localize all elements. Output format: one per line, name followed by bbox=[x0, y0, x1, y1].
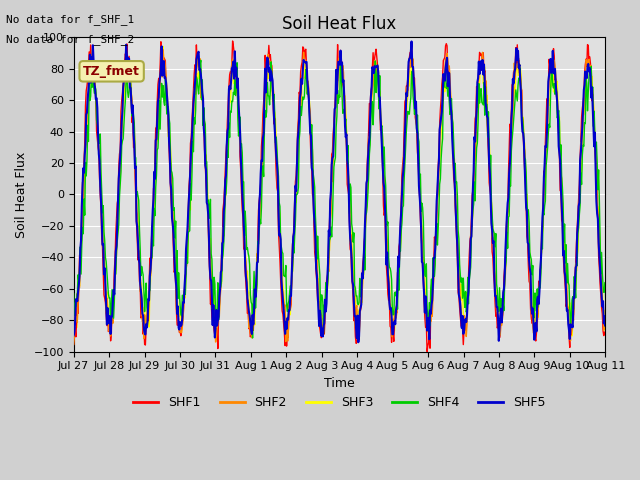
SHF5 bbox=[355, 339, 362, 345]
SHF3 bbox=[449, 108, 456, 114]
SHF4 bbox=[249, 335, 257, 341]
SHF2 bbox=[136, 288, 144, 294]
SHF5 bbox=[241, 237, 248, 243]
Title: Soil Heat Flux: Soil Heat Flux bbox=[282, 15, 397, 33]
SHF3 bbox=[70, 322, 77, 328]
SHF1 bbox=[423, 348, 431, 354]
SHF5 bbox=[70, 333, 77, 338]
SHF5 bbox=[637, 330, 640, 336]
SHF5 bbox=[136, 281, 144, 287]
SHF3 bbox=[241, 252, 249, 257]
SHF5 bbox=[269, 78, 276, 84]
SHF5 bbox=[408, 38, 415, 44]
Text: TZ_fmet: TZ_fmet bbox=[83, 65, 140, 78]
SHF2 bbox=[637, 319, 640, 325]
SHF3 bbox=[568, 333, 576, 339]
X-axis label: Time: Time bbox=[324, 377, 355, 390]
SHF4 bbox=[269, 96, 277, 102]
SHF1 bbox=[70, 341, 77, 347]
SHF1 bbox=[241, 269, 249, 275]
SHF3 bbox=[269, 86, 277, 92]
Line: SHF2: SHF2 bbox=[74, 50, 640, 345]
SHF3 bbox=[159, 44, 167, 49]
SHF2 bbox=[269, 85, 277, 91]
Line: SHF1: SHF1 bbox=[74, 41, 640, 351]
SHF2 bbox=[70, 342, 77, 348]
SHF4 bbox=[291, 232, 299, 238]
Line: SHF4: SHF4 bbox=[74, 52, 640, 338]
SHF4 bbox=[417, 209, 425, 215]
SHF1 bbox=[417, 216, 424, 222]
SHF1 bbox=[637, 333, 640, 339]
SHF1 bbox=[449, 152, 457, 158]
SHF4 bbox=[337, 49, 344, 55]
SHF2 bbox=[159, 47, 167, 53]
SHF1 bbox=[136, 284, 144, 290]
SHF3 bbox=[136, 268, 144, 274]
SHF4 bbox=[637, 297, 640, 303]
SHF5 bbox=[417, 227, 425, 232]
Text: No data for f_SHF_1: No data for f_SHF_1 bbox=[6, 14, 134, 25]
SHF2 bbox=[241, 254, 249, 260]
Y-axis label: Soil Heat Flux: Soil Heat Flux bbox=[15, 151, 28, 238]
SHF4 bbox=[449, 120, 457, 126]
SHF2 bbox=[417, 204, 424, 210]
SHF1 bbox=[291, 196, 299, 202]
SHF1 bbox=[269, 106, 277, 111]
SHF2 bbox=[291, 216, 299, 222]
Legend: SHF1, SHF2, SHF3, SHF4, SHF5: SHF1, SHF2, SHF3, SHF4, SHF5 bbox=[129, 391, 550, 414]
SHF1 bbox=[228, 38, 236, 44]
SHF2 bbox=[449, 128, 456, 133]
SHF5 bbox=[449, 151, 457, 156]
Line: SHF5: SHF5 bbox=[74, 41, 640, 342]
SHF4 bbox=[70, 291, 77, 297]
SHF3 bbox=[417, 198, 424, 204]
SHF4 bbox=[241, 233, 248, 239]
SHF5 bbox=[290, 230, 298, 236]
SHF3 bbox=[637, 313, 640, 319]
SHF3 bbox=[291, 210, 299, 216]
Line: SHF3: SHF3 bbox=[74, 47, 640, 336]
SHF4 bbox=[136, 246, 144, 252]
Text: No data for f_SHF_2: No data for f_SHF_2 bbox=[6, 34, 134, 45]
